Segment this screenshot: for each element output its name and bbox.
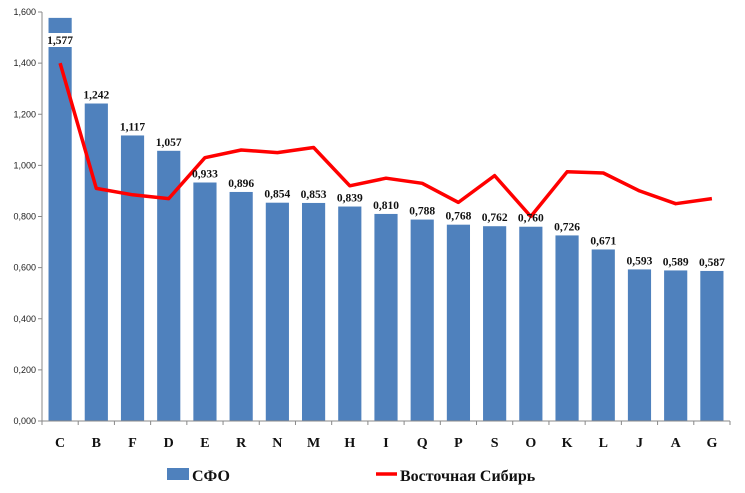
legend-label-bar: СФО: [192, 468, 230, 485]
bar: [664, 270, 688, 421]
y-tick-label: 0,000: [13, 416, 36, 426]
bar: [120, 135, 145, 422]
x-tick-label: I: [383, 436, 388, 451]
y-tick-label: 0,200: [13, 365, 36, 375]
legend-swatch-bar: [167, 468, 189, 480]
y-axis: 0,000 0,200 0,400 0,600 0,800 1,000 1,200 1,400…: [13, 7, 43, 426]
bar: [301, 202, 326, 421]
data-label: 0,853: [301, 189, 327, 201]
x-tick-label: A: [671, 436, 682, 451]
y-tick-label: 1,200: [13, 109, 36, 119]
bar: [193, 182, 217, 421]
bar: [591, 249, 615, 421]
data-label: 0,810: [373, 200, 399, 212]
y-tick-label: 1,000: [13, 160, 36, 170]
bar: [519, 226, 543, 421]
x-tick-label: F: [128, 436, 137, 451]
bar: [157, 150, 181, 421]
data-label: 0,854: [264, 189, 290, 201]
bar: [48, 17, 72, 422]
y-tick-label: 0,400: [13, 314, 36, 324]
data-label: 0,768: [445, 211, 471, 223]
data-label: 0,593: [627, 255, 653, 267]
legend-label-line: Восточная Сибирь: [400, 468, 536, 485]
series-line: [58, 62, 713, 219]
bar: [700, 270, 724, 421]
bar: [84, 103, 108, 422]
data-label: 0,760: [518, 213, 544, 225]
x-tick-label: S: [491, 436, 499, 451]
x-tick-label: O: [525, 436, 536, 451]
x-tick-label: G: [706, 436, 717, 451]
bar: [627, 269, 652, 421]
x-tick-label: J: [636, 436, 643, 451]
x-tick-label: R: [236, 436, 247, 451]
data-label: 1,057: [156, 137, 182, 149]
bar: [410, 219, 434, 421]
x-tick-label: P: [454, 436, 463, 451]
data-label: 0,589: [663, 256, 689, 268]
bar-series: [48, 17, 724, 422]
data-label: 0,896: [228, 178, 254, 190]
x-tick-label: E: [200, 436, 209, 451]
data-label: 0,671: [590, 235, 616, 247]
data-label-background: [43, 33, 78, 47]
data-label: 0,788: [409, 206, 435, 218]
data-label: 1,577: [47, 35, 73, 47]
bar: [555, 235, 579, 421]
data-label: 0,726: [554, 221, 580, 233]
x-tick-label: Q: [417, 436, 428, 451]
data-label: 0,587: [699, 257, 725, 269]
x-tick-label: M: [307, 436, 320, 451]
x-tick-label: N: [272, 436, 282, 451]
x-tick-label: B: [92, 436, 101, 451]
y-tick-label: 1,600: [13, 7, 36, 17]
data-label: 0,839: [337, 193, 363, 205]
data-label: 0,762: [482, 212, 508, 224]
x-tick-label: D: [164, 436, 174, 451]
bar: [229, 191, 253, 421]
data-label: 1,117: [120, 121, 145, 133]
bar: [446, 224, 471, 421]
y-tick-label: 0,600: [13, 263, 36, 273]
bar: [265, 202, 289, 421]
line-series: [58, 62, 713, 219]
y-tick-label: 1,400: [13, 58, 36, 68]
data-labels: 1,577 1,242 1,117 1,057 0,933 0,896 0,854 0,853…: [43, 33, 725, 269]
bar: [374, 213, 398, 421]
data-label: 1,242: [83, 90, 109, 102]
y-tick-label: 0,800: [13, 212, 36, 222]
x-tick-label: H: [344, 436, 355, 451]
x-tick-label: K: [562, 436, 573, 451]
x-tick-label: L: [599, 436, 608, 451]
bar: [483, 226, 507, 421]
data-label: 0,933: [192, 169, 218, 181]
bar: [338, 206, 362, 421]
legend: СФО Восточная Сибирь: [167, 468, 536, 485]
x-tick-label: C: [55, 436, 65, 451]
